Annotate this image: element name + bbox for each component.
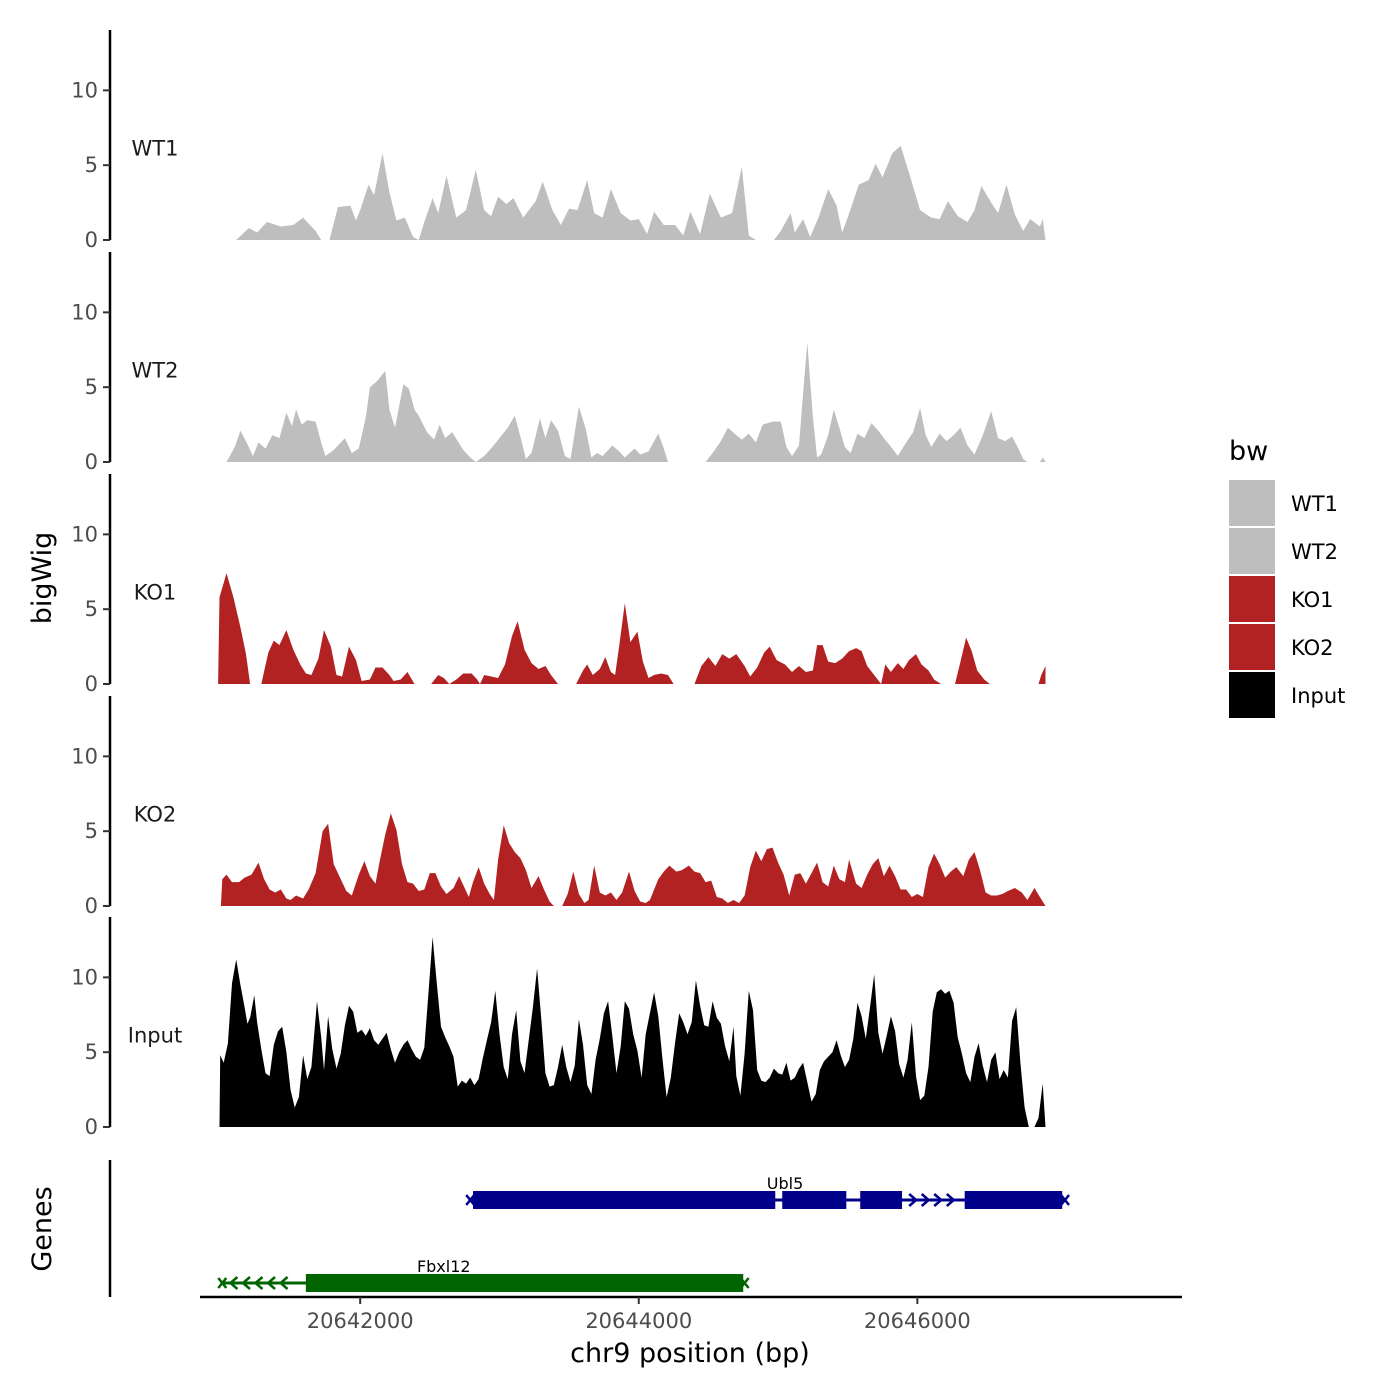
y-tick-label: 0 — [85, 1115, 98, 1139]
y-tick-label: 0 — [85, 228, 98, 252]
y-axis-title: bigWig — [27, 532, 58, 625]
gene-end-cap — [1060, 1194, 1070, 1206]
coverage-area — [220, 813, 1046, 906]
legend-swatch — [1229, 480, 1275, 526]
tracks-layer: 0 5 10 WT1 0 5 10 WT2 0 5 10 KO1 0 5 10 KO2 0 5 10 Input — [71, 30, 1046, 1139]
y-tick-label: 0 — [85, 894, 98, 918]
strand-arrow — [945, 1193, 956, 1207]
gene-end-cap — [217, 1277, 228, 1289]
legend-item-input: Input — [1229, 672, 1345, 718]
x-tick-label: 20644000 — [585, 1309, 692, 1333]
y-tick-label: 5 — [85, 597, 98, 621]
coverage-area — [218, 573, 1046, 684]
y-tick-label: 10 — [71, 78, 98, 102]
x-tick-label: 20642000 — [307, 1309, 414, 1333]
strand-arrow — [933, 1193, 944, 1207]
gene-exon — [473, 1191, 776, 1209]
genes-axis-title: Genes — [27, 1186, 58, 1271]
gene-fbxl12: Fbxl12 — [217, 1257, 750, 1292]
legend-item-ko1: KO1 — [1229, 576, 1334, 622]
strand-arrow — [908, 1193, 919, 1207]
gene-exon — [860, 1191, 903, 1209]
x-axis-title: chr9 position (bp) — [570, 1338, 810, 1369]
gene-exon — [305, 1274, 744, 1292]
gene-ubl5: Ubl5 — [465, 1174, 1070, 1209]
track-label: WT1 — [132, 137, 179, 161]
strand-arrow — [253, 1276, 264, 1290]
x-axis: 20642000 20644000 20646000 — [200, 1295, 1182, 1333]
legend-label: WT1 — [1291, 492, 1338, 516]
gene-exon — [964, 1191, 1063, 1209]
legend-item-wt1: WT1 — [1229, 480, 1338, 526]
y-tick-label: 10 — [71, 300, 98, 324]
y-tick-label: 10 — [71, 744, 98, 768]
strand-arrow — [228, 1276, 239, 1290]
coverage-area — [236, 145, 1046, 240]
gene-end-cap — [739, 1277, 750, 1289]
y-tick-label: 10 — [71, 965, 98, 989]
strand-arrow — [278, 1276, 289, 1290]
legend-item-wt2: WT2 — [1229, 528, 1338, 574]
y-tick-label: 0 — [85, 672, 98, 696]
track-ko2: 0 5 10 KO2 — [71, 696, 1046, 918]
strand-arrow — [241, 1276, 251, 1290]
track-label: Input — [128, 1024, 182, 1048]
coverage-area — [219, 937, 1046, 1127]
y-tick-label: 5 — [85, 1040, 98, 1064]
legend-swatch — [1229, 528, 1275, 574]
genes-layer: Ubl5 Fbxl12 — [108, 1160, 1070, 1297]
gene-label: Fbxl12 — [417, 1257, 471, 1276]
track-label: KO1 — [134, 581, 177, 605]
track-wt2: 0 5 10 WT2 — [71, 252, 1046, 474]
y-tick-label: 5 — [85, 819, 98, 843]
gene-label: Ubl5 — [767, 1174, 804, 1193]
legend-label: WT2 — [1291, 540, 1338, 564]
strand-arrow — [266, 1276, 276, 1290]
legend-swatch — [1229, 576, 1275, 622]
track-label: WT2 — [132, 359, 179, 383]
legend-title: bw — [1229, 436, 1268, 467]
y-tick-label: 5 — [85, 153, 98, 177]
legend-label: KO2 — [1291, 636, 1334, 660]
legend-label: Input — [1291, 684, 1345, 708]
y-tick-label: 0 — [85, 450, 98, 474]
track-label: KO2 — [134, 803, 177, 827]
y-tick-label: 5 — [85, 375, 98, 399]
track-input: 0 5 10 Input — [71, 917, 1046, 1139]
y-tick-label: 10 — [71, 522, 98, 546]
strand-arrow — [920, 1193, 931, 1207]
track-wt1: 0 5 10 WT1 — [71, 30, 1046, 252]
legend-item-ko2: KO2 — [1229, 624, 1334, 670]
legend-label: KO1 — [1291, 588, 1334, 612]
legend-swatch — [1229, 672, 1275, 718]
track-ko1: 0 5 10 KO1 — [71, 474, 1046, 696]
gene-end-cap — [465, 1194, 476, 1206]
coverage-area — [226, 342, 1046, 462]
gene-exon — [782, 1191, 847, 1209]
x-tick-label: 20646000 — [864, 1309, 971, 1333]
legend: WT1 WT2 KO1 KO2 Input — [1229, 480, 1345, 718]
legend-swatch — [1229, 624, 1275, 670]
